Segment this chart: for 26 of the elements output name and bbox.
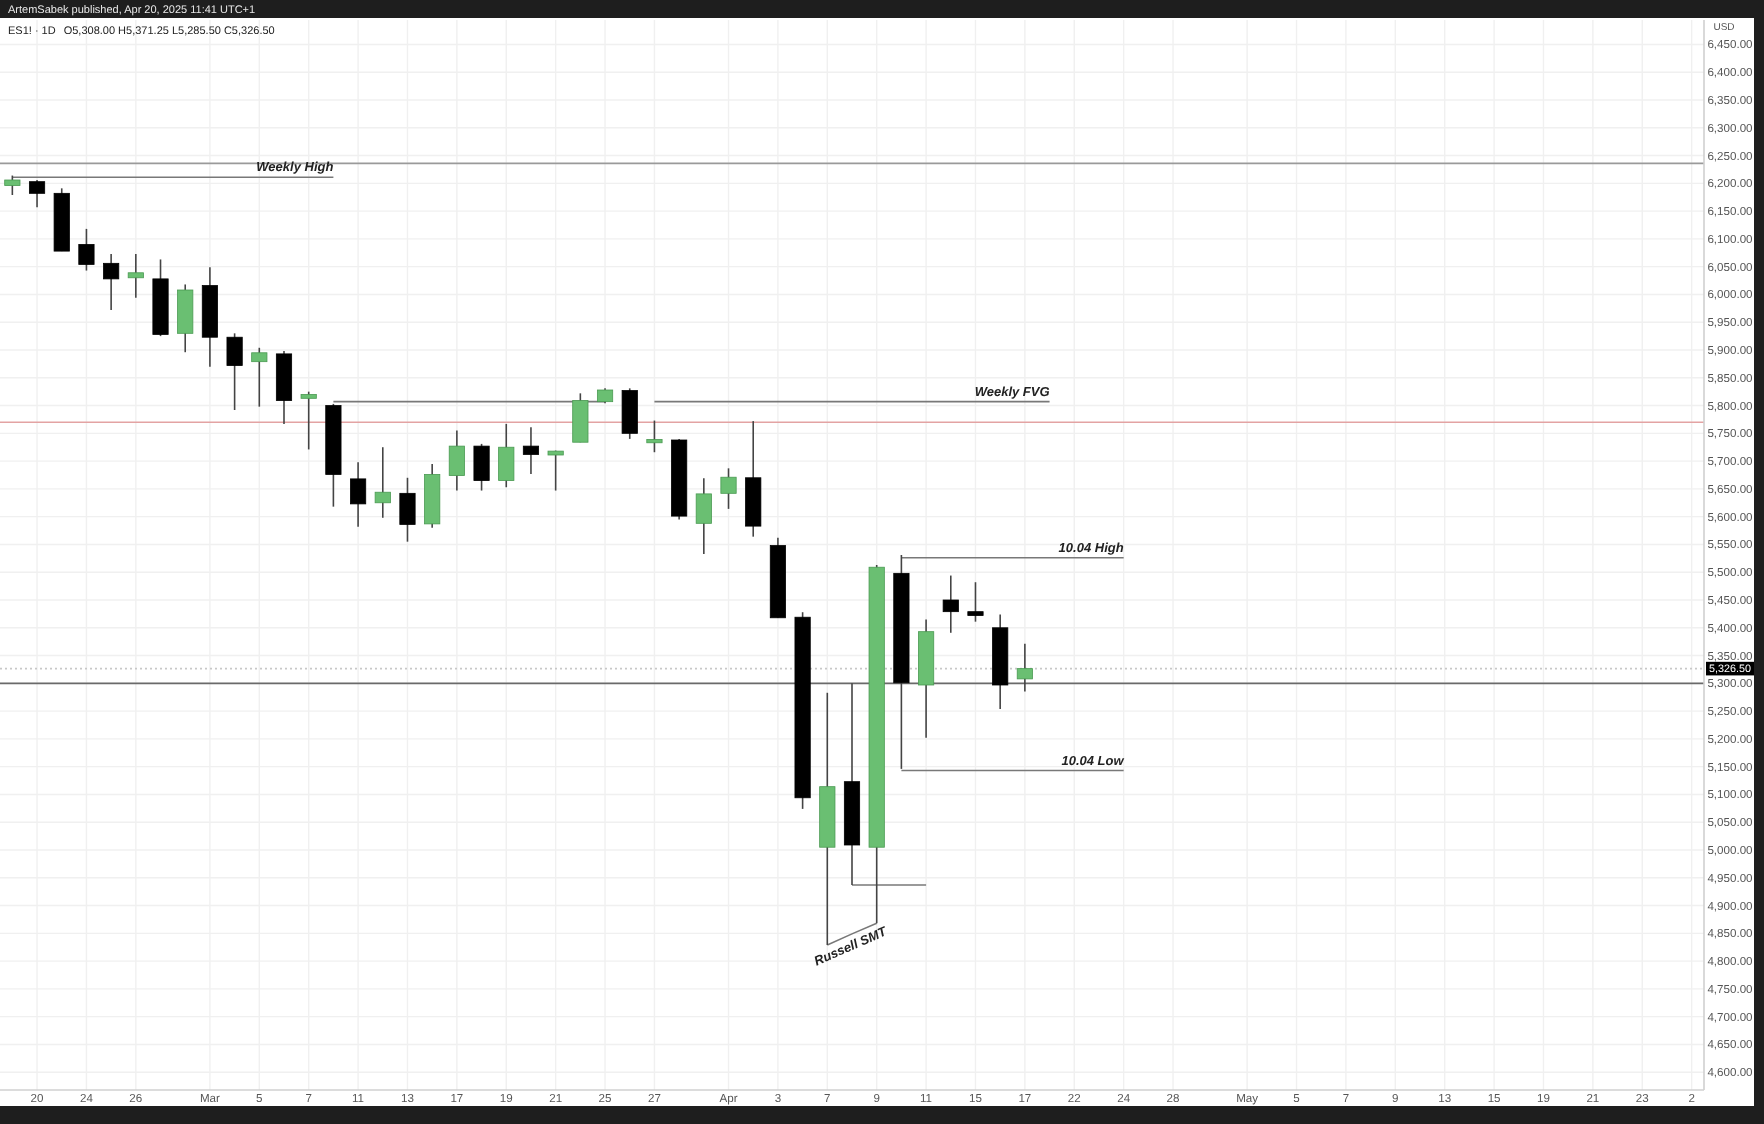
candlestick: [28, 179, 46, 209]
candlestick: [547, 449, 564, 492]
candlestick: [621, 387, 638, 440]
candlestick: [498, 423, 515, 489]
candlestick: [300, 390, 317, 451]
candlestick: [127, 253, 144, 299]
candlestick: [646, 419, 663, 454]
candlestick: [275, 350, 293, 425]
candlestick: [1016, 642, 1033, 693]
candlestick: [572, 392, 589, 444]
candlestick: [177, 283, 194, 354]
candlestick: [522, 426, 540, 475]
candlestick: [448, 429, 465, 492]
candlestick: [695, 477, 712, 555]
candlestick: [399, 476, 416, 543]
candlestick: [350, 461, 367, 528]
candlestick: [942, 574, 959, 634]
candlestick: [720, 467, 737, 510]
candlestick: [967, 581, 984, 623]
candlestick: [374, 446, 391, 519]
candlestick: [78, 228, 95, 272]
candlestick: [473, 443, 490, 492]
candlestick: [226, 332, 243, 411]
candlestick: [251, 346, 268, 408]
candlestick: [4, 174, 21, 196]
candlestick: [103, 253, 120, 311]
